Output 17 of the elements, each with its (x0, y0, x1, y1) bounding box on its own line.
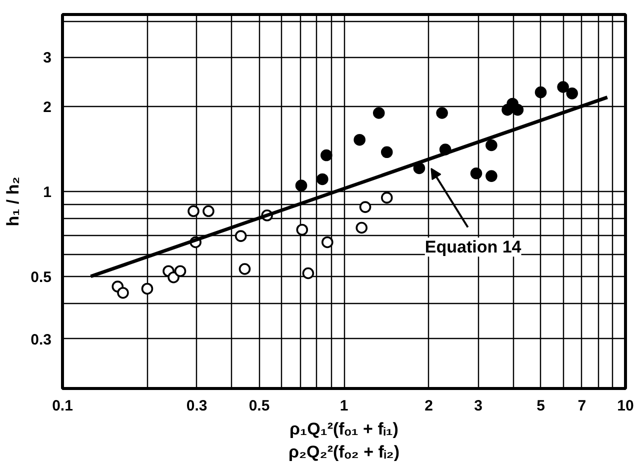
x-tick-label: 0.5 (248, 398, 270, 414)
y-tick-label: 3 (43, 50, 52, 67)
x-tick-label: 3 (474, 398, 482, 414)
y-tick-label: 0.3 (30, 331, 52, 348)
x-tick-label: 0.1 (52, 398, 73, 414)
annotation: Equation 14 (424, 238, 522, 257)
x-axis-title: ρ₁Q₁²(fₒ₁ + fᵢ₁) ρ₂Q₂²(fₒ₂ + fᵢ₂) (288, 420, 400, 462)
x-tick-label: 5 (536, 398, 545, 414)
x-tick-label: 0.3 (186, 398, 208, 414)
y-axis-title: h₁ / h₂ (4, 176, 23, 226)
y-tick-label: 0.5 (30, 268, 52, 286)
x-tick-label: 1 (340, 398, 348, 414)
x-tick-label: 7 (578, 398, 586, 414)
y-tick-label: 1 (43, 184, 52, 202)
x-tick-label: 10 (617, 398, 634, 414)
x-tick-label: 2 (424, 398, 433, 414)
y-tick-label: 2 (43, 99, 52, 116)
